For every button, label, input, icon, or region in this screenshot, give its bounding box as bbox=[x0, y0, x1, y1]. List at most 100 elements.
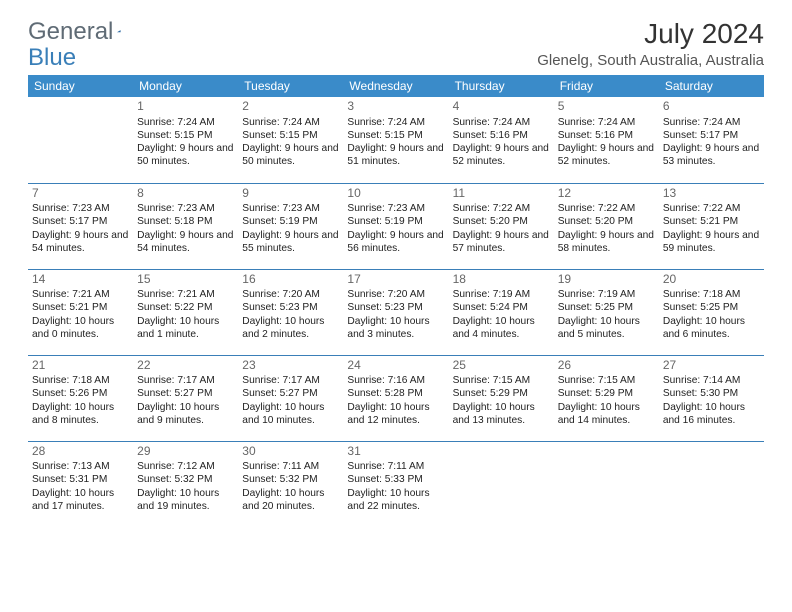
day-number: 15 bbox=[137, 272, 234, 288]
sunset-line: Sunset: 5:29 PM bbox=[453, 387, 550, 400]
calendar-day-cell: 12Sunrise: 7:22 AMSunset: 5:20 PMDayligh… bbox=[554, 183, 659, 269]
sunrise-line: Sunrise: 7:24 AM bbox=[347, 116, 444, 129]
calendar-body: 1Sunrise: 7:24 AMSunset: 5:15 PMDaylight… bbox=[28, 97, 764, 527]
daylight-line: Daylight: 10 hours and 12 minutes. bbox=[347, 401, 444, 428]
day-number: 16 bbox=[242, 272, 339, 288]
sunset-line: Sunset: 5:22 PM bbox=[137, 301, 234, 314]
sunrise-line: Sunrise: 7:17 AM bbox=[242, 374, 339, 387]
daylight-line: Daylight: 10 hours and 4 minutes. bbox=[453, 315, 550, 342]
daylight-line: Daylight: 10 hours and 10 minutes. bbox=[242, 401, 339, 428]
sunset-line: Sunset: 5:33 PM bbox=[347, 473, 444, 486]
sunrise-line: Sunrise: 7:11 AM bbox=[347, 460, 444, 473]
daylight-line: Daylight: 9 hours and 54 minutes. bbox=[137, 229, 234, 256]
header: General July 2024 Glenelg, South Austral… bbox=[28, 18, 764, 69]
calendar-day-cell: 18Sunrise: 7:19 AMSunset: 5:24 PMDayligh… bbox=[449, 269, 554, 355]
calendar-day-cell: 11Sunrise: 7:22 AMSunset: 5:20 PMDayligh… bbox=[449, 183, 554, 269]
sunset-line: Sunset: 5:25 PM bbox=[558, 301, 655, 314]
weekday-header: Wednesday bbox=[343, 75, 448, 97]
daylight-line: Daylight: 10 hours and 16 minutes. bbox=[663, 401, 760, 428]
sunrise-line: Sunrise: 7:21 AM bbox=[137, 288, 234, 301]
daylight-line: Daylight: 9 hours and 59 minutes. bbox=[663, 229, 760, 256]
sunrise-line: Sunrise: 7:16 AM bbox=[347, 374, 444, 387]
sunset-line: Sunset: 5:23 PM bbox=[242, 301, 339, 314]
sunset-line: Sunset: 5:21 PM bbox=[663, 215, 760, 228]
day-number: 28 bbox=[32, 444, 129, 460]
weekday-header: Saturday bbox=[659, 75, 764, 97]
day-number: 25 bbox=[453, 358, 550, 374]
daylight-line: Daylight: 10 hours and 3 minutes. bbox=[347, 315, 444, 342]
weekday-header: Thursday bbox=[449, 75, 554, 97]
day-number: 4 bbox=[453, 99, 550, 115]
sunrise-line: Sunrise: 7:15 AM bbox=[558, 374, 655, 387]
sunset-line: Sunset: 5:19 PM bbox=[347, 215, 444, 228]
sunset-line: Sunset: 5:23 PM bbox=[347, 301, 444, 314]
calendar-day-cell: 9Sunrise: 7:23 AMSunset: 5:19 PMDaylight… bbox=[238, 183, 343, 269]
calendar-day-cell: 17Sunrise: 7:20 AMSunset: 5:23 PMDayligh… bbox=[343, 269, 448, 355]
logo-triangle-icon bbox=[117, 23, 121, 39]
logo-text-general: General bbox=[28, 18, 113, 46]
daylight-line: Daylight: 10 hours and 2 minutes. bbox=[242, 315, 339, 342]
calendar-day-cell: 21Sunrise: 7:18 AMSunset: 5:26 PMDayligh… bbox=[28, 355, 133, 441]
day-number: 29 bbox=[137, 444, 234, 460]
daylight-line: Daylight: 10 hours and 8 minutes. bbox=[32, 401, 129, 428]
sunset-line: Sunset: 5:15 PM bbox=[137, 129, 234, 142]
day-number: 11 bbox=[453, 186, 550, 202]
sunrise-line: Sunrise: 7:19 AM bbox=[453, 288, 550, 301]
weekday-header: Friday bbox=[554, 75, 659, 97]
sunrise-line: Sunrise: 7:14 AM bbox=[663, 374, 760, 387]
calendar-day-cell: 19Sunrise: 7:19 AMSunset: 5:25 PMDayligh… bbox=[554, 269, 659, 355]
sunset-line: Sunset: 5:20 PM bbox=[558, 215, 655, 228]
calendar-day-cell: 2Sunrise: 7:24 AMSunset: 5:15 PMDaylight… bbox=[238, 97, 343, 183]
daylight-line: Daylight: 10 hours and 1 minute. bbox=[137, 315, 234, 342]
daylight-line: Daylight: 9 hours and 51 minutes. bbox=[347, 142, 444, 169]
daylight-line: Daylight: 10 hours and 22 minutes. bbox=[347, 487, 444, 514]
sunset-line: Sunset: 5:24 PM bbox=[453, 301, 550, 314]
sunset-line: Sunset: 5:32 PM bbox=[137, 473, 234, 486]
calendar-day-cell: 23Sunrise: 7:17 AMSunset: 5:27 PMDayligh… bbox=[238, 355, 343, 441]
day-number: 21 bbox=[32, 358, 129, 374]
day-number: 8 bbox=[137, 186, 234, 202]
day-number: 9 bbox=[242, 186, 339, 202]
sunset-line: Sunset: 5:20 PM bbox=[453, 215, 550, 228]
daylight-line: Daylight: 9 hours and 57 minutes. bbox=[453, 229, 550, 256]
sunrise-line: Sunrise: 7:24 AM bbox=[242, 116, 339, 129]
sunrise-line: Sunrise: 7:21 AM bbox=[32, 288, 129, 301]
sunrise-line: Sunrise: 7:24 AM bbox=[558, 116, 655, 129]
calendar-empty-cell bbox=[554, 441, 659, 527]
calendar-day-cell: 8Sunrise: 7:23 AMSunset: 5:18 PMDaylight… bbox=[133, 183, 238, 269]
calendar-row: 28Sunrise: 7:13 AMSunset: 5:31 PMDayligh… bbox=[28, 441, 764, 527]
calendar-day-cell: 4Sunrise: 7:24 AMSunset: 5:16 PMDaylight… bbox=[449, 97, 554, 183]
daylight-line: Daylight: 9 hours and 52 minutes. bbox=[453, 142, 550, 169]
logo-text-blue: Blue bbox=[28, 44, 76, 72]
day-number: 13 bbox=[663, 186, 760, 202]
sunrise-line: Sunrise: 7:22 AM bbox=[453, 202, 550, 215]
calendar-empty-cell bbox=[28, 97, 133, 183]
sunset-line: Sunset: 5:17 PM bbox=[663, 129, 760, 142]
day-number: 1 bbox=[137, 99, 234, 115]
calendar-day-cell: 30Sunrise: 7:11 AMSunset: 5:32 PMDayligh… bbox=[238, 441, 343, 527]
calendar-day-cell: 6Sunrise: 7:24 AMSunset: 5:17 PMDaylight… bbox=[659, 97, 764, 183]
day-number: 10 bbox=[347, 186, 444, 202]
day-number: 18 bbox=[453, 272, 550, 288]
sunrise-line: Sunrise: 7:23 AM bbox=[32, 202, 129, 215]
daylight-line: Daylight: 10 hours and 20 minutes. bbox=[242, 487, 339, 514]
calendar-header-row: SundayMondayTuesdayWednesdayThursdayFrid… bbox=[28, 75, 764, 97]
day-number: 24 bbox=[347, 358, 444, 374]
sunset-line: Sunset: 5:26 PM bbox=[32, 387, 129, 400]
calendar-day-cell: 25Sunrise: 7:15 AMSunset: 5:29 PMDayligh… bbox=[449, 355, 554, 441]
calendar-day-cell: 24Sunrise: 7:16 AMSunset: 5:28 PMDayligh… bbox=[343, 355, 448, 441]
daylight-line: Daylight: 9 hours and 52 minutes. bbox=[558, 142, 655, 169]
calendar-day-cell: 3Sunrise: 7:24 AMSunset: 5:15 PMDaylight… bbox=[343, 97, 448, 183]
calendar-day-cell: 27Sunrise: 7:14 AMSunset: 5:30 PMDayligh… bbox=[659, 355, 764, 441]
sunset-line: Sunset: 5:27 PM bbox=[137, 387, 234, 400]
sunset-line: Sunset: 5:15 PM bbox=[347, 129, 444, 142]
sunset-line: Sunset: 5:27 PM bbox=[242, 387, 339, 400]
day-number: 26 bbox=[558, 358, 655, 374]
calendar-empty-cell bbox=[659, 441, 764, 527]
calendar-row: 14Sunrise: 7:21 AMSunset: 5:21 PMDayligh… bbox=[28, 269, 764, 355]
day-number: 5 bbox=[558, 99, 655, 115]
sunrise-line: Sunrise: 7:24 AM bbox=[137, 116, 234, 129]
sunset-line: Sunset: 5:15 PM bbox=[242, 129, 339, 142]
calendar-day-cell: 5Sunrise: 7:24 AMSunset: 5:16 PMDaylight… bbox=[554, 97, 659, 183]
day-number: 6 bbox=[663, 99, 760, 115]
